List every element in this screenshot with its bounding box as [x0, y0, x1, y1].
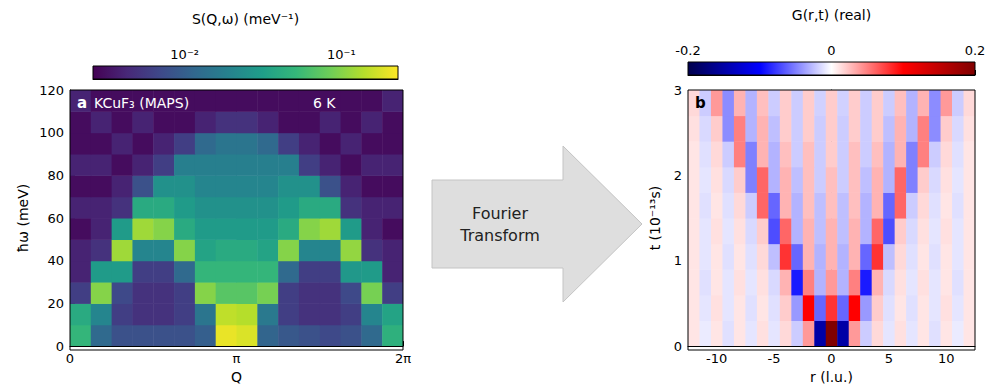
- svg-text:5: 5: [885, 351, 893, 366]
- svg-text:10: 10: [938, 351, 955, 366]
- svg-text:80: 80: [47, 168, 64, 183]
- svg-text:G(r,t) (real): G(r,t) (real): [792, 7, 871, 23]
- svg-text:120: 120: [39, 83, 64, 98]
- svg-text:20: 20: [47, 296, 64, 311]
- svg-text:-5: -5: [768, 351, 781, 366]
- svg-text:-10: -10: [706, 351, 727, 366]
- svg-text:0: 0: [66, 351, 74, 366]
- svg-text:Fourier: Fourier: [472, 204, 528, 223]
- svg-text:60: 60: [47, 211, 64, 226]
- svg-text:r (l.u.): r (l.u.): [810, 369, 853, 385]
- svg-text:3: 3: [674, 83, 682, 98]
- svg-text:100: 100: [39, 125, 64, 140]
- svg-text:1: 1: [674, 253, 682, 268]
- svg-text:40: 40: [47, 253, 64, 268]
- svg-text:KCuF₃ (MAPS): KCuF₃ (MAPS): [94, 95, 189, 111]
- svg-text:0: 0: [674, 339, 682, 354]
- svg-text:6 K: 6 K: [313, 95, 336, 111]
- svg-text:2: 2: [674, 168, 682, 183]
- svg-text:2π: 2π: [395, 351, 411, 366]
- svg-text:0.2: 0.2: [965, 43, 986, 58]
- svg-text:10⁻²: 10⁻²: [170, 47, 199, 62]
- svg-text:S(Q,ω) (meV⁻¹): S(Q,ω) (meV⁻¹): [192, 11, 299, 27]
- svg-text:0: 0: [56, 339, 64, 354]
- svg-text:t (10⁻¹³s): t (10⁻¹³s): [647, 186, 663, 251]
- svg-text:Transform: Transform: [459, 226, 540, 245]
- svg-text:ħω (meV): ħω (meV): [15, 184, 31, 253]
- svg-text:π: π: [233, 351, 241, 366]
- svg-text:a: a: [77, 94, 87, 112]
- svg-text:b: b: [695, 94, 706, 112]
- svg-text:Q: Q: [231, 369, 242, 385]
- svg-text:-0.2: -0.2: [675, 43, 700, 58]
- svg-text:10⁻¹: 10⁻¹: [327, 47, 356, 62]
- svg-text:0: 0: [827, 351, 835, 366]
- svg-text:0: 0: [827, 43, 835, 58]
